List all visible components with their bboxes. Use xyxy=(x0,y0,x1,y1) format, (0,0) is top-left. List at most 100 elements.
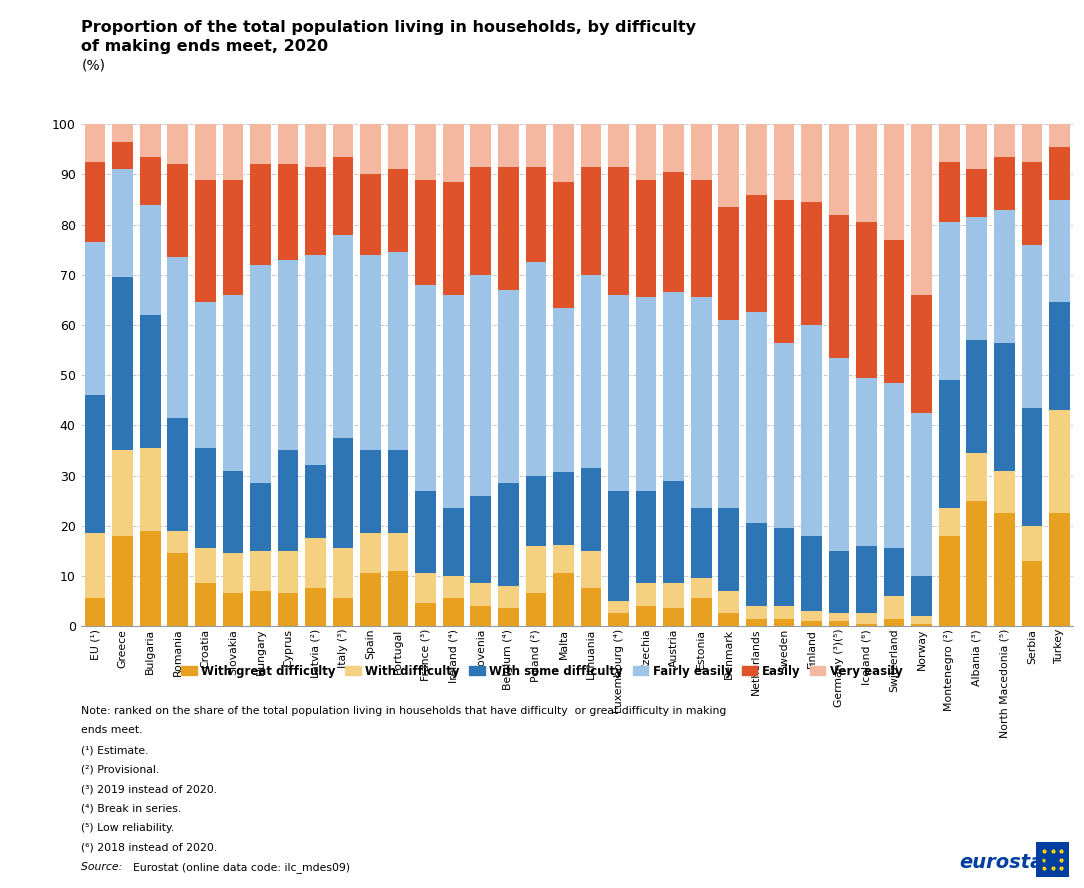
Bar xyxy=(360,533,380,574)
Bar xyxy=(167,531,188,553)
Bar xyxy=(250,551,271,591)
Bar xyxy=(994,124,1015,157)
Bar xyxy=(801,535,822,611)
Bar xyxy=(113,124,133,142)
Bar xyxy=(306,589,326,626)
Bar xyxy=(663,292,684,480)
Bar xyxy=(719,320,739,508)
Bar xyxy=(1049,410,1070,513)
Text: (¹) Estimate.: (¹) Estimate. xyxy=(81,745,149,755)
Bar xyxy=(250,164,271,265)
Bar xyxy=(498,124,518,167)
Bar xyxy=(746,194,766,313)
Bar xyxy=(939,380,959,508)
Bar xyxy=(1049,124,1070,147)
Bar xyxy=(113,450,133,535)
Bar xyxy=(883,596,904,619)
Bar xyxy=(113,535,133,626)
Bar xyxy=(553,124,573,182)
Legend: With great difficulty, With difficulty, With some difficulty, Fairly easily, Eas: With great difficulty, With difficulty, … xyxy=(177,660,907,682)
Bar xyxy=(306,538,326,589)
Bar xyxy=(250,124,271,164)
Bar xyxy=(415,124,436,179)
Bar xyxy=(636,490,657,583)
Bar xyxy=(415,574,436,604)
Bar xyxy=(663,608,684,626)
Bar xyxy=(856,546,877,614)
Bar xyxy=(883,619,904,626)
Bar xyxy=(278,551,298,593)
Bar xyxy=(636,583,657,606)
Bar xyxy=(85,533,105,599)
Bar xyxy=(222,471,243,553)
Bar xyxy=(856,124,877,222)
Bar xyxy=(360,124,380,175)
Bar xyxy=(360,255,380,450)
Bar xyxy=(912,576,932,616)
Bar xyxy=(388,252,409,450)
Text: (⁴) Break in series.: (⁴) Break in series. xyxy=(81,804,181,813)
Bar xyxy=(608,614,629,626)
Bar xyxy=(278,260,298,450)
Bar xyxy=(1021,526,1042,561)
Bar xyxy=(470,606,491,626)
Bar xyxy=(581,275,602,468)
Text: (³) 2019 instead of 2020.: (³) 2019 instead of 2020. xyxy=(81,784,218,794)
Bar xyxy=(195,448,216,548)
Bar xyxy=(443,599,464,626)
Bar xyxy=(250,483,271,551)
Bar xyxy=(553,545,573,573)
Bar xyxy=(167,553,188,626)
Bar xyxy=(85,124,105,162)
Bar xyxy=(608,167,629,295)
Bar xyxy=(828,215,849,358)
Bar xyxy=(801,202,822,325)
Bar xyxy=(526,593,546,626)
Bar xyxy=(85,242,105,395)
Bar xyxy=(278,450,298,551)
Bar xyxy=(306,465,326,538)
Bar xyxy=(360,574,380,626)
Bar xyxy=(306,255,326,465)
Bar xyxy=(333,157,353,234)
Text: (⁵) Low reliability.: (⁵) Low reliability. xyxy=(81,823,175,833)
Bar xyxy=(388,533,409,571)
Bar xyxy=(994,157,1015,210)
Bar xyxy=(746,124,766,194)
Bar xyxy=(443,124,464,182)
Bar xyxy=(1021,124,1042,162)
Bar xyxy=(967,218,988,340)
Bar xyxy=(636,124,657,179)
Bar xyxy=(415,179,436,285)
Bar xyxy=(167,164,188,258)
Bar xyxy=(526,167,546,262)
Bar xyxy=(1021,408,1042,526)
Bar xyxy=(636,297,657,490)
Bar xyxy=(581,167,602,275)
Bar xyxy=(939,162,959,222)
Bar xyxy=(526,124,546,167)
Bar xyxy=(801,621,822,626)
Bar xyxy=(388,571,409,626)
Bar xyxy=(691,179,711,297)
Bar xyxy=(663,172,684,292)
Bar xyxy=(691,297,711,508)
Bar xyxy=(195,303,216,448)
Text: of making ends meet, 2020: of making ends meet, 2020 xyxy=(81,39,328,54)
Bar xyxy=(719,207,739,320)
Bar xyxy=(167,258,188,418)
Bar xyxy=(498,483,518,586)
Bar xyxy=(526,476,546,546)
Bar xyxy=(939,535,959,626)
Bar xyxy=(113,170,133,277)
Bar xyxy=(994,513,1015,626)
Bar xyxy=(774,528,795,606)
Text: eurostat: eurostat xyxy=(959,853,1053,872)
Bar xyxy=(415,490,436,574)
Bar xyxy=(333,124,353,157)
Bar xyxy=(470,124,491,167)
Bar xyxy=(774,124,795,200)
Bar xyxy=(994,471,1015,513)
Bar xyxy=(443,576,464,599)
Bar xyxy=(883,240,904,383)
